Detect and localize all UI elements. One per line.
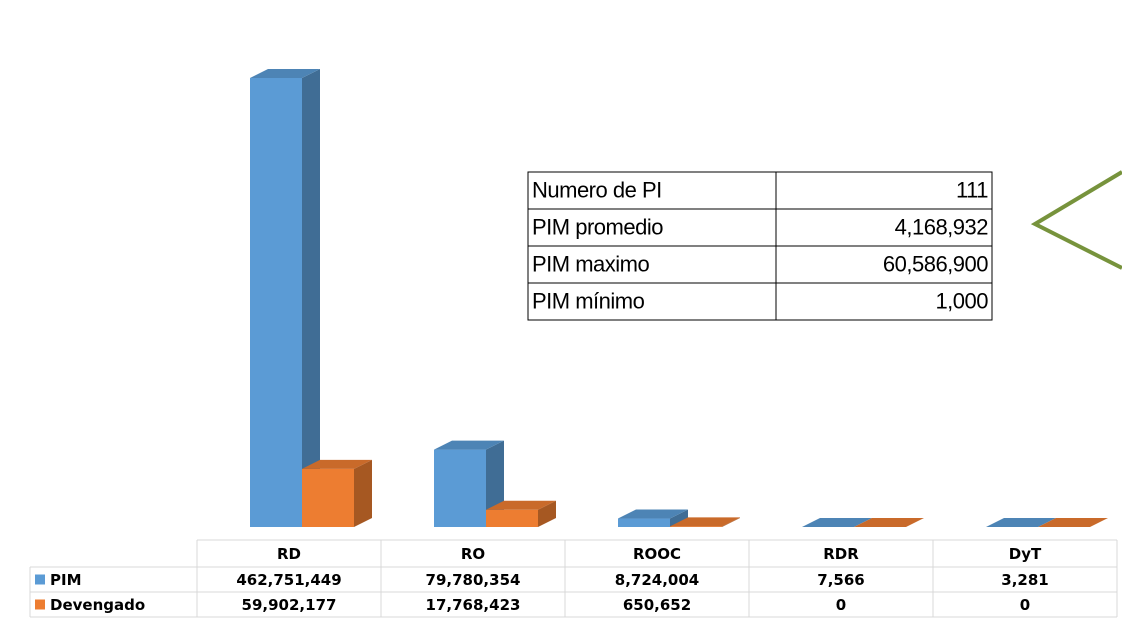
bar-side [302, 69, 320, 527]
bar [986, 517, 1056, 527]
bar-front [486, 509, 538, 527]
bar-side [854, 517, 872, 527]
summary-label: Numero de PI [532, 177, 662, 202]
bar [618, 509, 688, 527]
bar [486, 500, 556, 527]
bar-side [1038, 517, 1056, 527]
legend-label: PIM [50, 571, 82, 589]
category-label: DyT [1009, 545, 1042, 563]
bar [802, 517, 872, 527]
category-label: RDR [823, 545, 859, 563]
bar-top [250, 69, 320, 78]
bar-front [302, 468, 354, 527]
bar-front [434, 449, 486, 527]
legend-label: Devengado [50, 596, 145, 614]
bar-front [670, 526, 722, 527]
category-label: RO [461, 545, 485, 563]
data-label: 0 [836, 596, 846, 614]
data-label: 7,566 [817, 571, 864, 589]
bar-top [986, 517, 1056, 527]
bar-top [802, 517, 872, 527]
summary-label: PIM mínimo [532, 288, 645, 313]
summary-value: 1,000 [935, 288, 988, 313]
summary-label: PIM maximo [532, 251, 650, 276]
summary-value: 60,586,900 [883, 251, 988, 276]
bar [434, 440, 504, 527]
data-label: 650,652 [623, 596, 691, 614]
bar-top [486, 500, 556, 510]
bar-side [354, 459, 372, 527]
data-label: 462,751,449 [236, 571, 341, 589]
bar-side [722, 517, 740, 527]
arrow-shape [1030, 170, 1122, 270]
bar-top [1038, 518, 1108, 527]
legend-swatch [35, 599, 45, 610]
bar-top [670, 517, 740, 527]
data-label: 79,780,354 [426, 571, 521, 589]
summary-value: 4,168,932 [895, 214, 989, 239]
bar-top [854, 518, 924, 527]
category-label: RD [277, 545, 301, 563]
bar-side [538, 500, 556, 527]
bar [854, 518, 924, 527]
bar-top [434, 440, 504, 450]
data-label: 8,724,004 [615, 571, 699, 589]
bar [670, 517, 740, 527]
data-label: 0 [1020, 596, 1030, 614]
bar-front [250, 78, 302, 527]
bar-front [618, 518, 670, 527]
bar [1038, 518, 1108, 527]
bar-top [302, 459, 372, 469]
data-label: 3,281 [1001, 571, 1048, 589]
bar-top [618, 509, 688, 519]
bar [250, 69, 320, 527]
category-label: ROOC [633, 545, 681, 563]
summary-value: 111 [956, 177, 988, 202]
bar [302, 459, 372, 527]
data-label: 59,902,177 [242, 596, 337, 614]
summary-label: PIM promedio [532, 214, 663, 239]
data-label: 17,768,423 [426, 596, 521, 614]
bar-side [670, 509, 688, 527]
legend-swatch [35, 574, 45, 585]
